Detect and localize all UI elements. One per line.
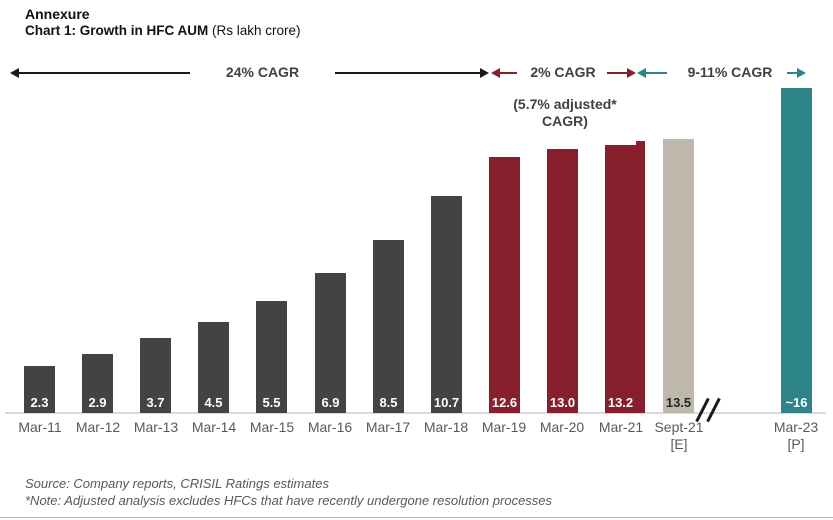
x-label-text: Mar-23 — [773, 419, 819, 435]
x-label-mar-21: Mar-21 — [579, 419, 663, 436]
adjusted-cagr-note-line1: (5.7% adjusted* — [513, 96, 617, 112]
cagr911-arrowhead-left-icon — [637, 68, 646, 78]
x-label-text: Mar-19 — [481, 419, 527, 435]
cagr911-arrow-line-right — [787, 72, 797, 74]
bar-value-label: 2.9 — [88, 395, 107, 410]
x-label-mar-19: Mar-19 — [462, 419, 546, 436]
cagr2-arrowhead-right-icon — [627, 68, 636, 78]
x-label-mar-18: Mar-18 — [404, 419, 488, 436]
x-label-text: Mar-12 — [75, 419, 121, 435]
x-label-mar-23: Mar-23 [P] — [754, 419, 833, 453]
bar-sept-21: 13.5 — [663, 139, 694, 413]
cagr24-arrow-line-left — [18, 72, 190, 74]
bar-value-label: 8.5 — [379, 395, 398, 410]
x-label-qualifier: [E] — [670, 436, 688, 452]
cagr911-label: 9-11% CAGR — [687, 64, 773, 80]
cagr24-arrowhead-right-icon — [480, 68, 489, 78]
x-label-text: Mar-20 — [539, 419, 585, 435]
chart-title: Chart 1: Growth in HFC AUM — [25, 23, 209, 38]
bar-value-label: ~16 — [785, 395, 808, 410]
x-label-mar-11: Mar-11 — [0, 419, 82, 436]
bar-mar-12: 2.9 — [82, 354, 113, 413]
note-line: *Note: Adjusted analysis excludes HFCs t… — [25, 493, 553, 508]
bar-value-label: 6.9 — [321, 395, 340, 410]
bar-mar-14: 4.5 — [198, 322, 229, 413]
chart-units: (Rs lakh crore) — [208, 23, 301, 38]
bar-value-label: 4.5 — [204, 395, 223, 410]
bar-mar-11: 2.3 — [24, 366, 55, 413]
bar-mar-17: 8.5 — [373, 240, 404, 413]
x-label-mar-15: Mar-15 — [230, 419, 314, 436]
cagr2-label: 2% CAGR — [530, 64, 596, 80]
bar-mar-21: 13.2 — [605, 145, 636, 413]
bar-value-label: 13.2 — [607, 395, 634, 410]
x-label-text: Mar-16 — [307, 419, 353, 435]
bar-value-label: 13.0 — [549, 395, 576, 410]
bar-value-label: 13.5 — [665, 395, 692, 410]
bar-mar-16: 6.9 — [315, 273, 346, 413]
x-label-mar-20: Mar-20 — [520, 419, 604, 436]
adjusted-cagr-note: (5.7% adjusted* CAGR) — [493, 96, 637, 130]
x-label-text: Mar-15 — [249, 419, 295, 435]
bottom-divider — [0, 517, 833, 518]
x-label-mar-12: Mar-12 — [56, 419, 140, 436]
bar-mar-15: 5.5 — [256, 301, 287, 413]
x-label-text: Mar-21 — [598, 419, 644, 435]
bar-value-label: 2.3 — [30, 395, 49, 410]
page-title: Annexure — [25, 6, 90, 22]
x-label-mar-14: Mar-14 — [172, 419, 256, 436]
x-label-mar-17: Mar-17 — [346, 419, 430, 436]
adjusted-cagr-note-line2: CAGR) — [542, 113, 588, 129]
x-label-text: Mar-11 — [18, 419, 62, 435]
x-axis-line — [5, 412, 826, 414]
bar-mar-19: 12.6 — [489, 157, 520, 413]
bar-mar-13: 3.7 — [140, 338, 171, 413]
cagr911-arrowhead-right-icon — [797, 68, 806, 78]
cagr2-arrow-line-left — [500, 72, 517, 74]
cagr2-arrowhead-left-icon — [491, 68, 500, 78]
x-label-text: Mar-17 — [365, 419, 411, 435]
bar-notch — [636, 141, 645, 413]
chart-title-line: Chart 1: Growth in HFC AUM (Rs lakh cror… — [25, 23, 301, 38]
bar-value-label: 5.5 — [262, 395, 281, 410]
x-label-text: Sept-21 — [654, 419, 704, 435]
x-label-text: Mar-14 — [191, 419, 237, 435]
cagr24-label: 24% CAGR — [225, 64, 300, 80]
cagr24-arrow-line-right — [335, 72, 480, 74]
x-label-text: Mar-13 — [133, 419, 179, 435]
bar-value-label: 3.7 — [146, 395, 165, 410]
bar-mar-20: 13.0 — [547, 149, 578, 413]
x-label-text: Mar-18 — [423, 419, 469, 435]
bar-mar-18: 10.7 — [431, 196, 462, 413]
x-label-qualifier: [P] — [787, 436, 805, 452]
bar-mar-23: ~16 — [781, 88, 812, 413]
bar-value-label: 12.6 — [491, 395, 518, 410]
bar-value-label: 10.7 — [433, 395, 460, 410]
cagr24-arrowhead-left-icon — [10, 68, 19, 78]
x-label-mar-16: Mar-16 — [288, 419, 372, 436]
source-line: Source: Company reports, CRISIL Ratings … — [25, 476, 329, 491]
x-label-mar-13: Mar-13 — [114, 419, 198, 436]
cagr2-arrow-line-right — [607, 72, 627, 74]
cagr911-arrow-line-left — [646, 72, 667, 74]
x-label-sept-21: Sept-21 [E] — [637, 419, 721, 453]
